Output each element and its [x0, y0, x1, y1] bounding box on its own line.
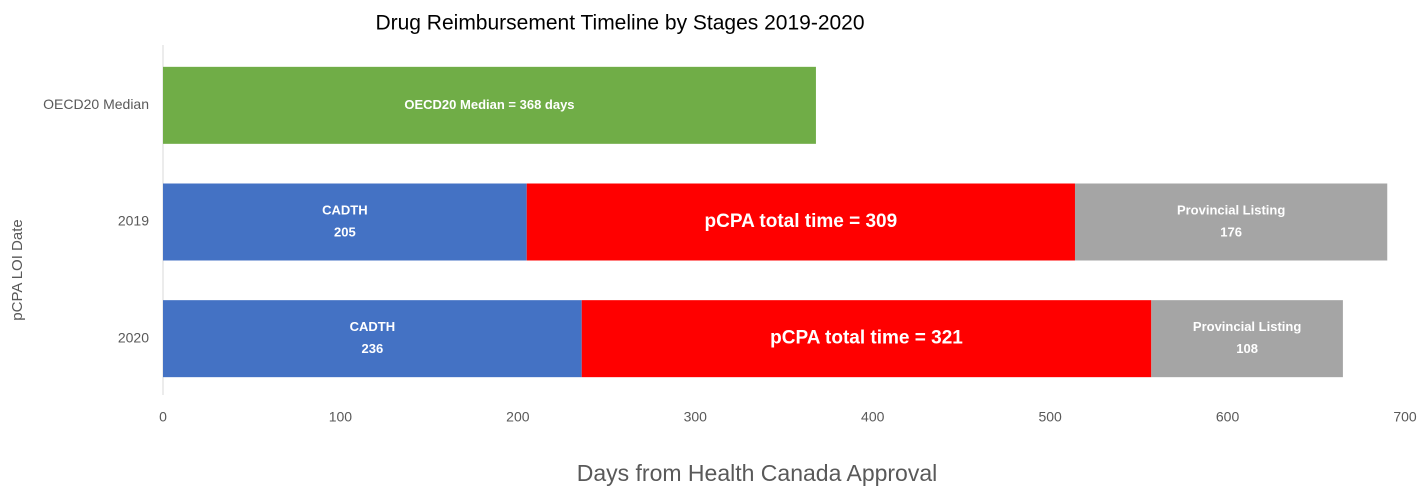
- data-label: pCPA total time = 309: [705, 211, 898, 232]
- x-tick-label: 400: [861, 409, 885, 425]
- bar-segment: [163, 300, 582, 378]
- y-tick-label: 2019: [118, 213, 149, 229]
- data-label: 236: [362, 341, 384, 356]
- y-axis-title: pCPA LOI Date: [9, 219, 26, 320]
- data-label: 176: [1220, 224, 1242, 239]
- x-tick-label: 200: [506, 409, 530, 425]
- chart-title: Drug Reimbursement Timeline by Stages 20…: [375, 12, 864, 35]
- data-label-name: CADTH: [322, 202, 368, 217]
- x-tick-label: 700: [1393, 409, 1417, 425]
- bar-segment: [163, 183, 527, 261]
- x-tick-label: 100: [329, 409, 353, 425]
- data-label-name: Provincial Listing: [1177, 202, 1285, 217]
- x-axis-title: Days from Health Canada Approval: [577, 460, 938, 486]
- data-label: 205: [334, 224, 356, 239]
- data-label: OECD20 Median = 368 days: [404, 97, 574, 112]
- data-label: pCPA total time = 321: [770, 328, 963, 349]
- bar-segment: [526, 183, 1075, 261]
- bar-segment: [581, 300, 1152, 378]
- y-tick-label: OECD20 Median: [43, 96, 149, 112]
- x-tick-label: 600: [1216, 409, 1240, 425]
- data-label-name: Provincial Listing: [1193, 319, 1301, 334]
- bar-segment: [163, 66, 816, 144]
- data-label: 108: [1236, 341, 1258, 356]
- x-tick-label: 500: [1038, 409, 1062, 425]
- x-tick-label: 300: [684, 409, 708, 425]
- bar-segment: [1151, 300, 1343, 378]
- y-tick-label: 2020: [118, 329, 149, 345]
- data-label-name: CADTH: [350, 319, 396, 334]
- x-tick-label: 0: [159, 409, 167, 425]
- bar-segment: [1074, 183, 1388, 261]
